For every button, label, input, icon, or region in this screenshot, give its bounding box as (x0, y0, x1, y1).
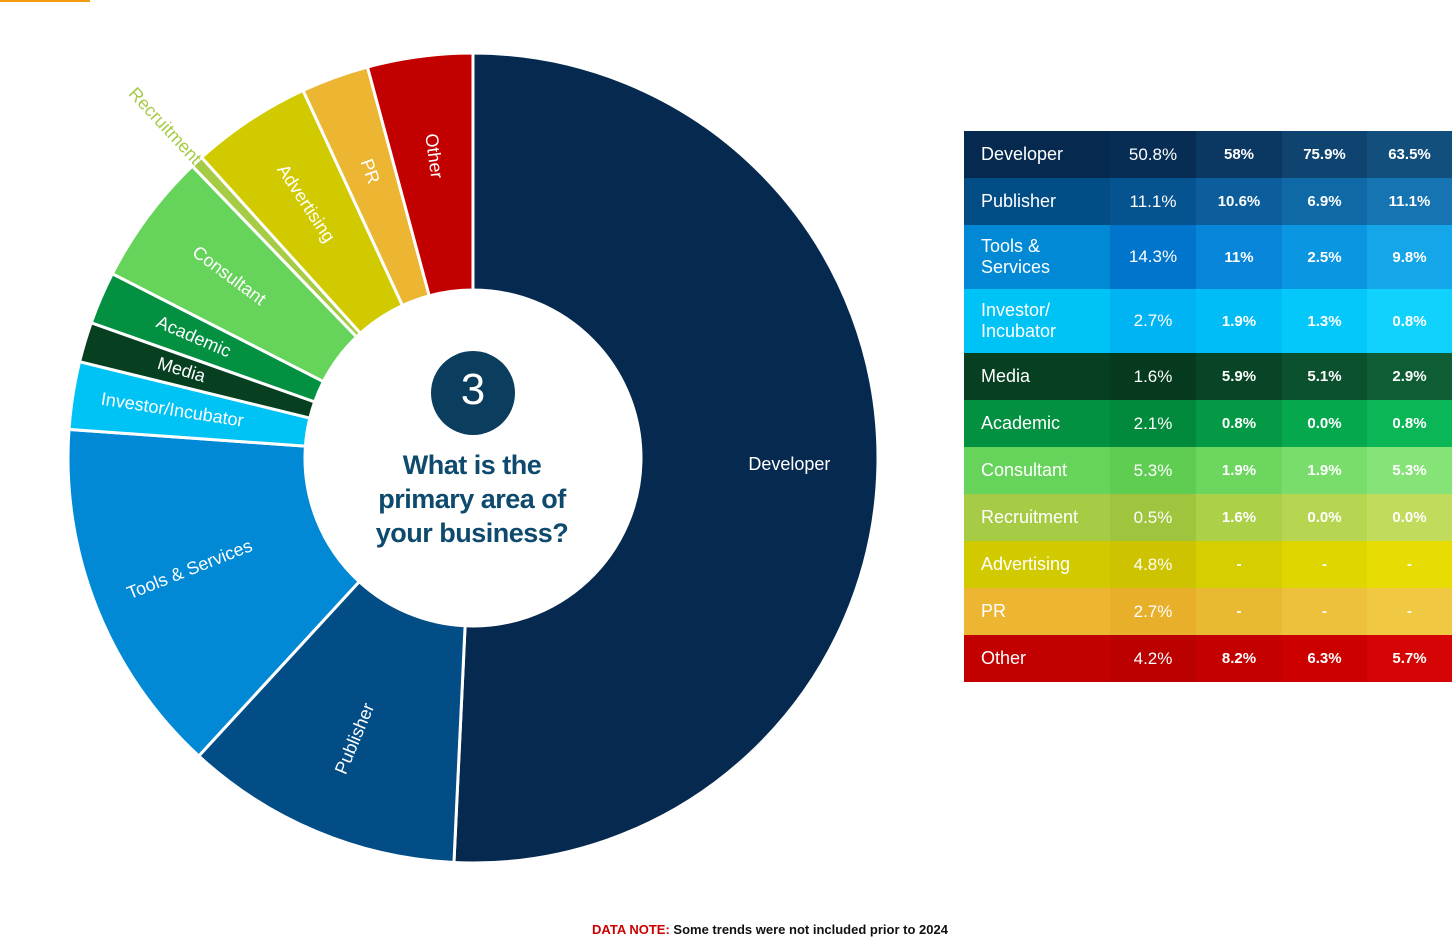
area-table: AREA 2024 2021 2020 2018 Developer 50.8% 5… (964, 77, 1452, 682)
header-2020: 2020 (1304, 93, 1345, 114)
cell-2021: 11% (1196, 225, 1282, 289)
slice-label-developer: Developer (748, 454, 830, 474)
question-badge (431, 351, 515, 435)
cell-2021: 1.6% (1196, 494, 1282, 541)
slice-other (365, 51, 475, 298)
table-row: Advertising 4.8% - - - (964, 541, 1452, 588)
table-row: Academic 2.1% 0.8% 0.0% 0.8% (964, 400, 1452, 447)
cell-2020: 5.1% (1282, 353, 1367, 400)
cell-2021: 0.8% (1196, 400, 1282, 447)
row-label: Recruitment (964, 494, 1110, 541)
cell-2024: 14.3% (1110, 225, 1196, 289)
table-row: Tools & Services 14.3% 11% 2.5% 9.8% (964, 225, 1452, 289)
table-row: Publisher 11.1% 10.6% 6.9% 11.1% (964, 178, 1452, 225)
cell-2024: 4.2% (1110, 635, 1196, 682)
cell-2020: 6.3% (1282, 635, 1367, 682)
table-row: Consultant 5.3% 1.9% 1.9% 5.3% (964, 447, 1452, 494)
question-number: 3 (460, 365, 486, 414)
slice-publisher (196, 579, 467, 865)
cell-2021: - (1196, 541, 1282, 588)
cell-2024: 4.8% (1110, 541, 1196, 588)
cell-2024: 2.7% (1110, 588, 1196, 635)
row-label: Other (964, 635, 1110, 682)
table-row: Investor/Incubator 2.7% 1.9% 1.3% 0.8% (964, 289, 1452, 353)
cell-2018: 0.8% (1367, 289, 1452, 353)
slice-tools-services (66, 427, 362, 759)
donut-chart: Developer Publisher Tools & Services Invest… (66, 51, 880, 865)
header-2024: 2024 (1132, 93, 1174, 114)
cell-2024: 1.6% (1110, 353, 1196, 400)
data-note-label: DATA NOTE: (592, 922, 670, 937)
cell-2020: 75.9% (1282, 131, 1367, 178)
data-note-text: Some trends were not included prior to 2… (673, 922, 948, 937)
cell-2021: 1.9% (1196, 289, 1282, 353)
cell-2020: 0.0% (1282, 494, 1367, 541)
row-label: Media (964, 353, 1110, 400)
row-label: Academic (964, 400, 1110, 447)
header-2018: 2018 (1389, 93, 1430, 114)
chart-title: What is the primary area of your busines… (340, 448, 604, 550)
table-row: Other 4.2% 8.2% 6.3% 5.7% (964, 635, 1452, 682)
slice-developer (452, 51, 880, 865)
top-accent-bar (0, 0, 90, 2)
cell-2018: 0.8% (1367, 400, 1452, 447)
cell-2018: 9.8% (1367, 225, 1452, 289)
table-row: PR 2.7% - - - (964, 588, 1452, 635)
cell-2018: 2.9% (1367, 353, 1452, 400)
cell-2021: 1.9% (1196, 447, 1282, 494)
cell-2018: - (1367, 588, 1452, 635)
table-row: Media 1.6% 5.9% 5.1% 2.9% (964, 353, 1452, 400)
cell-2024: 5.3% (1110, 447, 1196, 494)
table-row: Developer 50.8% 58% 75.9% 63.5% (964, 131, 1452, 178)
donut-hole (307, 292, 639, 624)
cell-2024: 50.8% (1110, 131, 1196, 178)
slice-label-recruitment: Recruitment (125, 83, 206, 168)
table-row: Recruitment 0.5% 1.6% 0.0% 0.0% (964, 494, 1452, 541)
cell-2021: 58% (1196, 131, 1282, 178)
cell-2021: 5.9% (1196, 353, 1282, 400)
chart-title-line-1: What is the (402, 450, 542, 480)
cell-2018: 63.5% (1367, 131, 1452, 178)
cell-2018: 5.7% (1367, 635, 1452, 682)
data-note: DATA NOTE: Some trends were not included… (0, 922, 1456, 937)
table-body: Developer 50.8% 58% 75.9% 63.5% Publisher 11.1… (964, 131, 1452, 682)
cell-2018: 11.1% (1367, 178, 1452, 225)
header-2021: 2021 (1218, 93, 1260, 114)
cell-2021: - (1196, 588, 1282, 635)
row-label: Tools & Services (964, 225, 1110, 289)
cell-2020: - (1282, 541, 1367, 588)
cell-2024: 11.1% (1110, 178, 1196, 225)
chart-title-line-2: primary area of (378, 484, 566, 514)
cell-2021: 10.6% (1196, 178, 1282, 225)
cell-2020: 0.0% (1282, 400, 1367, 447)
row-label: Developer (964, 131, 1110, 178)
cell-2020: 1.9% (1282, 447, 1367, 494)
cell-2024: 2.1% (1110, 400, 1196, 447)
row-label: PR (964, 588, 1110, 635)
cell-2018: 5.3% (1367, 447, 1452, 494)
row-label: Consultant (964, 447, 1110, 494)
cell-2024: 2.7% (1110, 289, 1196, 353)
cell-2020: - (1282, 588, 1367, 635)
cell-2024: 0.5% (1110, 494, 1196, 541)
header-notch-icon (964, 91, 976, 117)
cell-2021: 8.2% (1196, 635, 1282, 682)
cell-2020: 1.3% (1282, 289, 1367, 353)
cell-2020: 6.9% (1282, 178, 1367, 225)
cell-2020: 2.5% (1282, 225, 1367, 289)
row-label: Advertising (964, 541, 1110, 588)
row-label: Publisher (964, 178, 1110, 225)
row-label: Investor/Incubator (964, 289, 1110, 353)
cell-2018: 0.0% (1367, 494, 1452, 541)
header-area: AREA (964, 77, 1110, 131)
table-header-row: AREA 2024 2021 2020 2018 (964, 77, 1452, 131)
chart-title-line-3: your business? (375, 518, 569, 548)
cell-2018: - (1367, 541, 1452, 588)
